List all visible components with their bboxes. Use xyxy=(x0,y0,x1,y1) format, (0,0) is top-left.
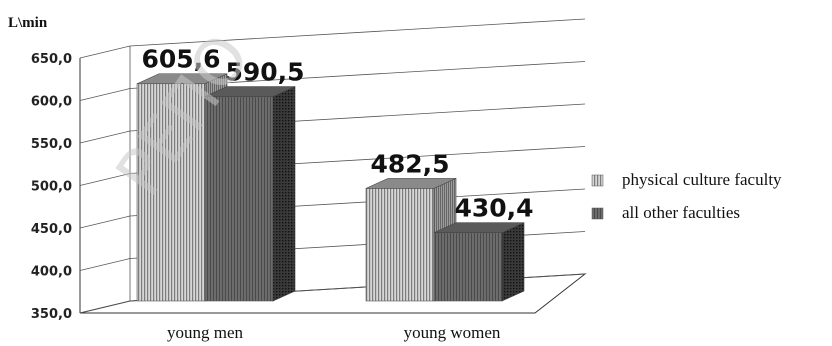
bar-side xyxy=(272,86,296,302)
gridline-diag xyxy=(79,300,131,314)
data-label: 430,4 xyxy=(454,194,533,223)
legend-label: physical culture faculty xyxy=(622,170,782,189)
y-tick-label: 350,0 xyxy=(31,307,72,322)
legend-swatch xyxy=(591,174,604,187)
y-tick-label: 450,0 xyxy=(31,222,72,237)
bar-side xyxy=(501,222,525,302)
category-label: young men xyxy=(167,323,244,342)
y-axis-label: L\min xyxy=(8,15,48,31)
bar-front xyxy=(136,83,206,302)
y-tick-label: 400,0 xyxy=(31,265,72,280)
bar-front xyxy=(365,188,435,302)
legend-item: all other faculties xyxy=(591,203,740,222)
data-label: 482,5 xyxy=(370,149,449,178)
y-tick-label: 650,0 xyxy=(31,52,72,67)
legend-swatch xyxy=(591,207,604,220)
category-label: young women xyxy=(404,323,501,342)
gridline-diag xyxy=(79,215,131,229)
y-tick-label: 500,0 xyxy=(31,180,72,195)
gridline-diag xyxy=(79,130,131,144)
y-tick-label: 600,0 xyxy=(31,95,72,110)
gridline xyxy=(129,18,586,47)
data-label: 590,5 xyxy=(225,58,304,87)
legend: physical culture faculty all other facult… xyxy=(591,170,782,222)
gridline-diag xyxy=(79,258,131,271)
y-tick-label: 550,0 xyxy=(31,137,72,152)
data-label: 605,6 xyxy=(141,45,220,74)
bar-top xyxy=(204,86,296,97)
gridline-diag xyxy=(79,173,131,186)
bars xyxy=(136,73,525,302)
bar-top xyxy=(365,178,457,189)
bar xyxy=(204,86,296,302)
gridline-diag xyxy=(79,88,131,101)
gridline-diag xyxy=(79,45,131,59)
y-tick-labels: 350,0 400,0 450,0 500,0 550,0 600,0 650,0 xyxy=(31,52,72,322)
bar xyxy=(433,222,525,302)
bar-top xyxy=(433,222,525,233)
legend-item: physical culture faculty xyxy=(591,170,782,189)
bar-front xyxy=(433,232,503,302)
bar-top xyxy=(136,73,228,85)
category-labels: young men young women xyxy=(167,323,501,342)
legend-label: all other faculties xyxy=(622,203,740,222)
